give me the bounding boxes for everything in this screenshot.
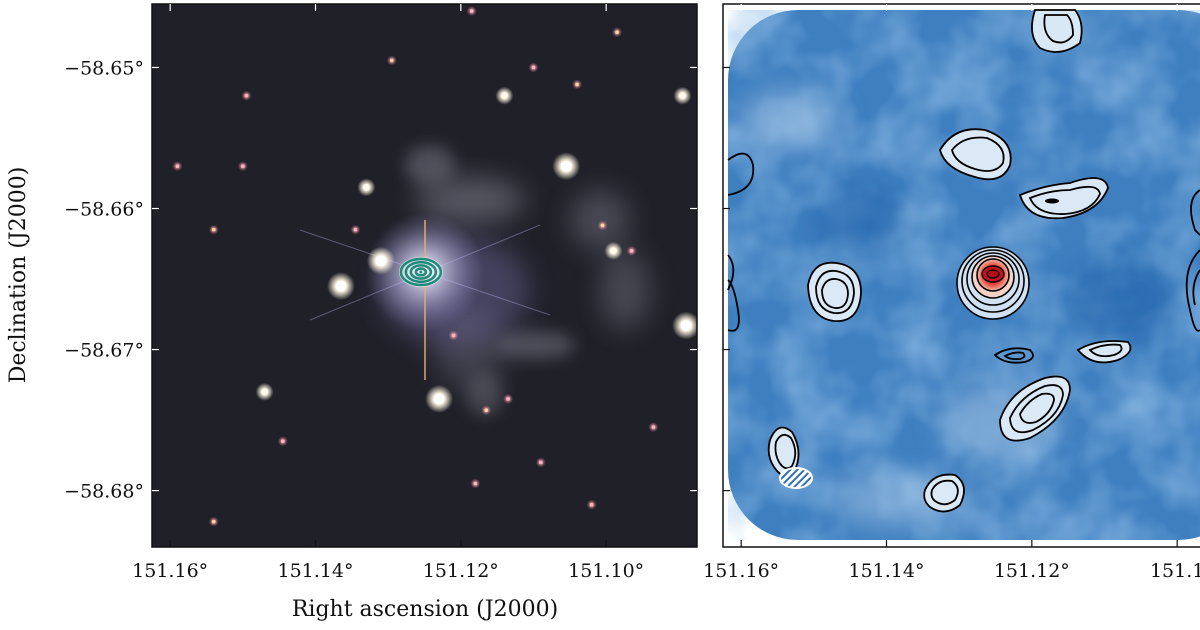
star — [357, 178, 376, 197]
radio-contours — [727, 9, 1200, 513]
contour-ring — [409, 264, 433, 280]
x-tick-label: 151.12° — [994, 560, 1070, 582]
y-tick-label: −58.68° — [64, 481, 144, 503]
star — [481, 405, 492, 416]
right-frame — [722, 3, 1200, 548]
central-contours — [398, 256, 443, 287]
star — [425, 384, 454, 413]
stars — [172, 6, 697, 527]
contour-island-4 — [993, 347, 1034, 364]
star — [528, 62, 539, 73]
star — [612, 27, 623, 38]
contour-ring — [404, 260, 438, 284]
star — [448, 330, 459, 341]
right-panel: 151.16° 151.14° 151.12° 151.1 — [703, 3, 1200, 582]
contour-island-6 — [999, 375, 1071, 442]
x-tick-label: 151.16° — [132, 560, 208, 582]
x-tick-label: 151.10° — [568, 560, 644, 582]
beam-ellipse — [779, 467, 813, 489]
y-tick-label: −58.66° — [64, 199, 144, 221]
star — [208, 516, 219, 527]
left-frame — [151, 3, 698, 548]
star — [326, 272, 355, 301]
star — [586, 499, 597, 510]
radio-map — [723, 4, 1200, 547]
contour-island-left — [727, 152, 755, 332]
contour-island-right — [1185, 189, 1200, 332]
star — [350, 224, 361, 235]
contour-ring — [399, 257, 443, 287]
star — [237, 161, 248, 172]
star — [277, 436, 288, 447]
star — [597, 220, 608, 231]
contour-island-2 — [1018, 177, 1109, 220]
star — [552, 152, 581, 181]
y-tick-label: −58.67° — [64, 340, 144, 362]
star — [470, 478, 481, 489]
y-axis-title: Declination (J2000) — [6, 167, 31, 384]
star — [604, 241, 623, 260]
star — [626, 245, 637, 256]
left-axes: 151.16° 151.14° 151.12° 151.10° −58.65° −58.6… — [64, 4, 697, 582]
x-tick-label: 151.14° — [278, 560, 354, 582]
star — [673, 86, 692, 105]
x-tick-label: 151.1 — [1150, 560, 1200, 582]
contour-island-8 — [923, 473, 965, 513]
left-panel: 151.16° 151.14° 151.12° 151.10° −58.65° −58.6… — [64, 3, 698, 582]
star — [672, 311, 697, 340]
star — [241, 90, 252, 101]
radio-peak — [956, 246, 1030, 320]
x-tick-label: 151.12° — [423, 560, 499, 582]
contour-ring — [414, 267, 428, 277]
contour-island-1 — [939, 128, 1012, 181]
star — [366, 246, 395, 275]
right-axes: 151.16° 151.14° 151.12° 151.1 — [703, 4, 1200, 582]
star — [572, 79, 583, 90]
star — [255, 382, 274, 401]
contour-island-3 — [807, 261, 862, 322]
star — [495, 86, 514, 105]
contour-island-5 — [1076, 340, 1132, 364]
star — [648, 422, 659, 433]
star — [172, 161, 183, 172]
contour-island-top — [1031, 9, 1083, 53]
star — [466, 6, 477, 17]
optical-image — [152, 4, 697, 547]
y-tick-label: −58.65° — [64, 57, 144, 79]
x-tick-label: 151.14° — [849, 560, 925, 582]
star — [386, 55, 397, 66]
star — [503, 393, 514, 404]
star — [535, 457, 546, 468]
x-tick-label: 151.16° — [703, 560, 779, 582]
x-axis-title: Right ascension (J2000) — [292, 597, 558, 622]
star — [208, 224, 219, 235]
